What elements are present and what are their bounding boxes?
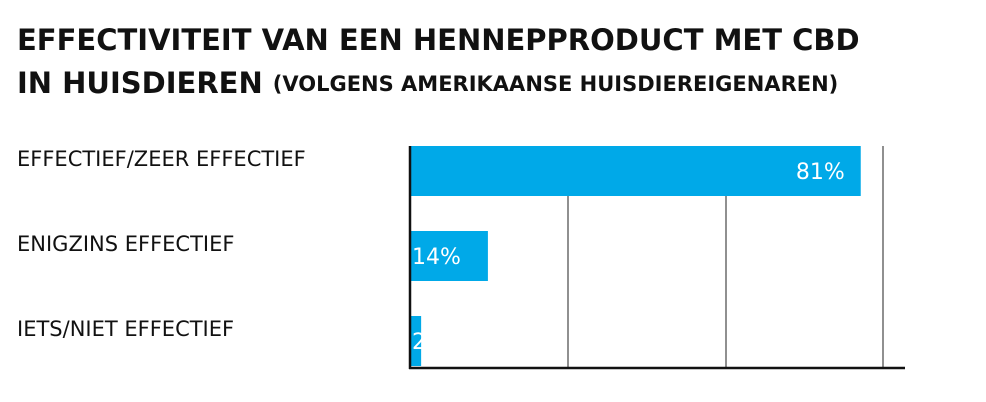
bar <box>410 231 488 281</box>
value-label: 81% <box>796 160 845 185</box>
category-label: EFFECTIEF/ZEER EFFECTIEF <box>17 147 306 171</box>
bar <box>410 146 861 196</box>
value-label: 14% <box>412 245 461 270</box>
chart-subtitle: (VOLGENS AMERIKAANSE HUISDIEREIGENAREN) <box>273 72 839 96</box>
category-label: ENIGZINS EFFECTIEF <box>17 232 234 256</box>
bars <box>410 146 861 366</box>
category-label: IETS/NIET EFFECTIEF <box>17 317 234 341</box>
bar <box>410 316 422 366</box>
chart-title-part: IN HUISDIEREN <box>17 66 263 100</box>
chart-title-line: IN HUISDIEREN (VOLGENS AMERIKAANSE HUISDI… <box>17 66 838 100</box>
value-label: 2% <box>412 330 447 355</box>
chart-title: EFFECTIVITEIT VAN EEN HENNEPPRODUCT MET … <box>17 23 860 57</box>
